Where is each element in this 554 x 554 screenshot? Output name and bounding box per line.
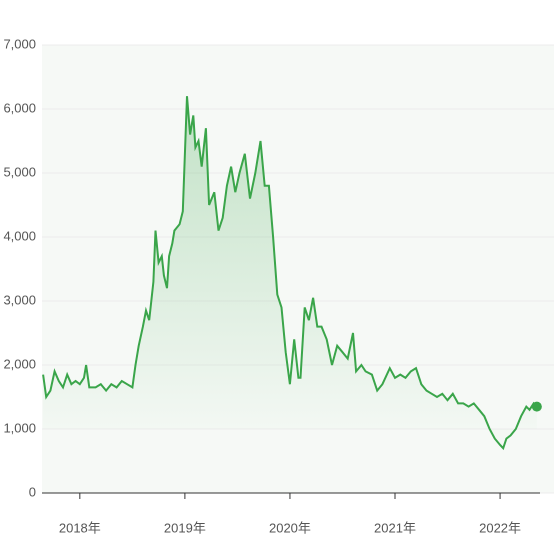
y-tick-label: 6,000 (3, 100, 36, 115)
x-tick-label: 2022年 (479, 520, 521, 535)
y-tick-label: 5,000 (3, 164, 36, 179)
x-tick-label: 2021年 (374, 520, 416, 535)
x-tick-label: 2019年 (164, 520, 206, 535)
y-tick-label: 7,000 (3, 36, 36, 51)
y-tick-label: 2,000 (3, 356, 36, 371)
x-tick-label: 2020年 (269, 520, 311, 535)
y-tick-label: 1,000 (3, 420, 36, 435)
y-tick-label: 0 (29, 484, 36, 499)
area (43, 96, 537, 449)
y-tick-label: 3,000 (3, 292, 36, 307)
y-tick-label: 4,000 (3, 228, 36, 243)
x-tick-label: 2018年 (59, 520, 101, 535)
line (42, 96, 538, 451)
end-point (531, 401, 542, 412)
